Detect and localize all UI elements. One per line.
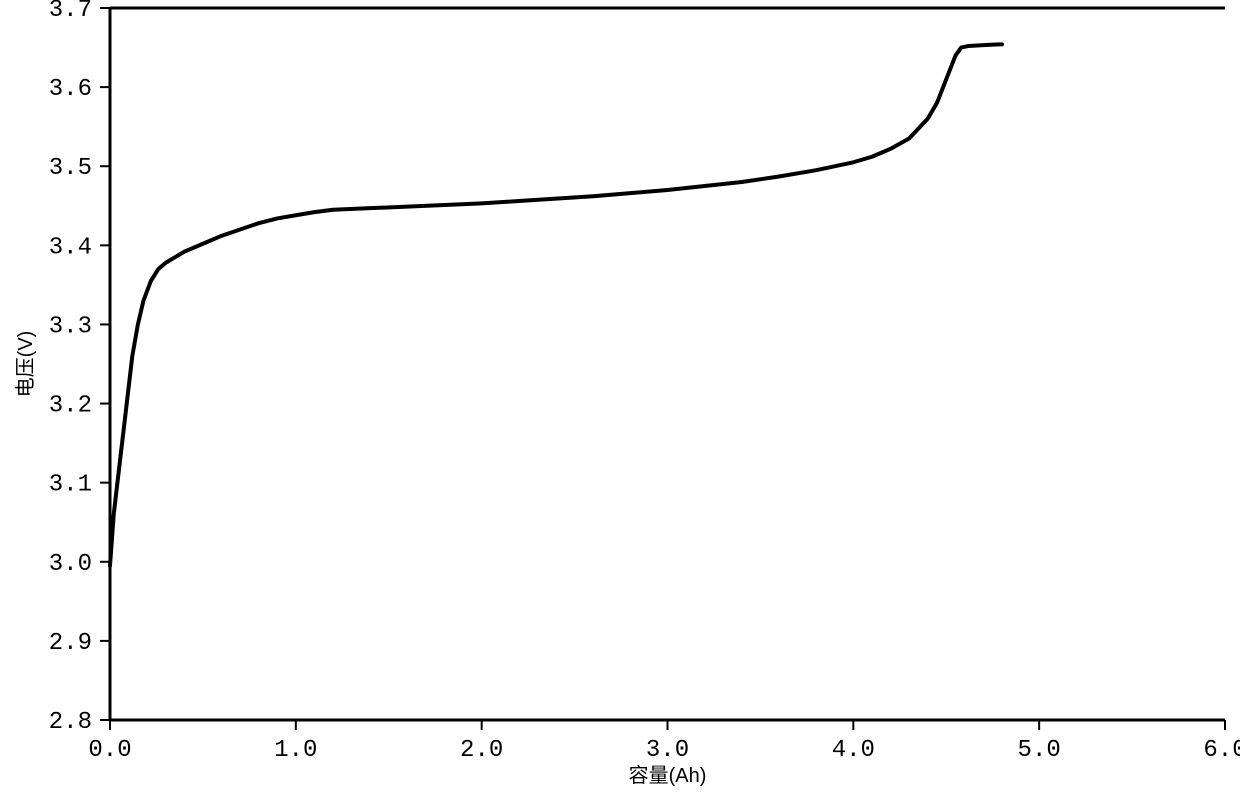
- y-tick-label: 3.6: [49, 76, 92, 103]
- x-tick-label: 3.0: [646, 737, 689, 764]
- x-tick-label: 2.0: [460, 737, 503, 764]
- y-axis-label: 电压(V): [14, 331, 37, 398]
- y-tick-label: 2.8: [49, 709, 92, 736]
- x-tick-label: 1.0: [274, 737, 317, 764]
- chart-container: 0.0 1.0 2.0 3.0 4.0 5.0 6.0 2.8 2.9 3.0 3.1 3.2 3.3 3…: [0, 0, 1240, 798]
- x-tick-label: 0.0: [88, 737, 131, 764]
- voltage-capacity-chart: 0.0 1.0 2.0 3.0 4.0 5.0 6.0 2.8 2.9 3.0 3.1 3.2 3.3 3…: [0, 0, 1240, 798]
- y-tick-label: 3.0: [49, 551, 92, 578]
- x-tick-label: 4.0: [832, 737, 875, 764]
- x-tick-label: 5.0: [1018, 737, 1061, 764]
- voltage-curve: [110, 44, 1002, 565]
- x-axis-label: 容量(Ah): [629, 764, 707, 787]
- y-tick-label: 3.7: [49, 0, 92, 24]
- y-tick-label: 3.1: [49, 472, 92, 499]
- y-tick-label: 2.9: [49, 630, 92, 657]
- y-tick-label: 3.2: [49, 393, 92, 420]
- x-tick-label: 6.0: [1203, 737, 1240, 764]
- y-tick-label: 3.5: [49, 155, 92, 182]
- y-tick-label: 3.3: [49, 313, 92, 340]
- y-tick-label: 3.4: [49, 234, 92, 261]
